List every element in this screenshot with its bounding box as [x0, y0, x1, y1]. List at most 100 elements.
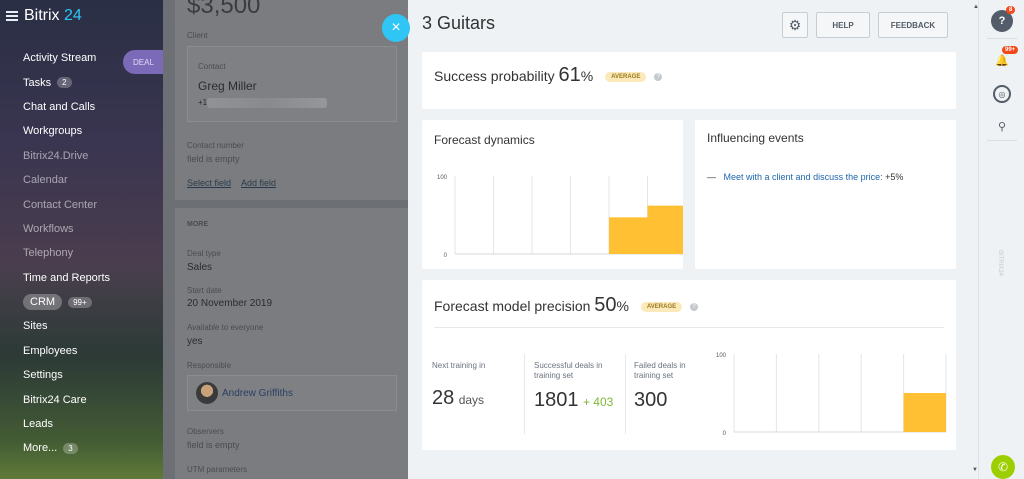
failed-deals-label-1: Failed deals in: [634, 361, 686, 370]
success-label: Success probability: [434, 68, 555, 84]
sidebar-item-time-and-reports[interactable]: Time and Reports: [0, 266, 163, 290]
sidebar-item-contact-center[interactable]: Contact Center: [0, 192, 163, 216]
sidebar-item-employees[interactable]: Employees: [0, 339, 163, 363]
sidebar-item-label: Sites: [23, 320, 48, 333]
select-field-link[interactable]: Select field: [187, 178, 232, 188]
brand-word: Bitrix: [24, 7, 60, 24]
sidebar-item-chat-and-calls[interactable]: Chat and Calls: [0, 95, 163, 119]
forecast-dynamics-title: Forecast dynamics: [434, 133, 535, 147]
contact-box[interactable]: [187, 46, 397, 122]
next-training-stat: Next training in 28 days: [432, 361, 485, 410]
event-impact: +5%: [885, 172, 904, 182]
help-badge: 8: [1006, 6, 1016, 14]
contact-number-label: Contact number: [187, 141, 244, 150]
rail-divider: [987, 140, 1017, 141]
sidebar-item-telephony[interactable]: Telephony: [0, 241, 163, 265]
precision-value: 50%: [594, 294, 629, 316]
scroll-down-icon[interactable]: ▼: [972, 467, 978, 473]
rail-divider: [987, 38, 1017, 39]
contact-name[interactable]: Greg Miller: [198, 79, 257, 93]
sidebar-item-bitrix24-care[interactable]: Bitrix24 Care: [0, 387, 163, 411]
chart-bar: [903, 393, 946, 432]
model-precision-row: Forecast model precision 50% AVERAGE ?: [434, 294, 699, 317]
sidebar-item-workflows[interactable]: Workflows: [0, 217, 163, 241]
available-value: yes: [187, 336, 203, 347]
sidebar-item-workgroups[interactable]: Workgroups: [0, 119, 163, 143]
help-icon[interactable]: ?: [654, 73, 663, 82]
failed-deals-label-2: training set: [634, 371, 674, 380]
failed-deals-value: 300: [634, 389, 668, 411]
deal-type-label: Deal type: [187, 249, 221, 258]
success-probability-row: Success probability 61% AVERAGE ?: [434, 64, 663, 87]
add-field-link[interactable]: Add field: [241, 178, 277, 188]
sidebar-item-activity-stream[interactable]: Activity Stream: [0, 46, 163, 70]
feedback-button[interactable]: FEEDBACK: [878, 12, 948, 38]
deal-tab[interactable]: DEAL: [123, 50, 163, 74]
bell-icon[interactable]: 🔔: [995, 54, 1009, 67]
event-link[interactable]: Meet with a client and discuss the price…: [723, 172, 883, 182]
menu-icon[interactable]: [6, 11, 18, 21]
sidebar-item-tasks[interactable]: Tasks 2: [0, 70, 163, 94]
sidebar-item-more[interactable]: More... 3: [0, 436, 163, 460]
help-button[interactable]: HELP: [816, 12, 870, 38]
forecast-dynamics-box: Forecast dynamics 100 0: [422, 120, 683, 269]
search-icon[interactable]: ⚲: [997, 120, 1007, 133]
successful-deals-value: 1801: [534, 389, 579, 411]
notifications-badge: 99+: [1002, 46, 1019, 54]
influencing-events-title: Influencing events: [707, 131, 804, 145]
settings-button[interactable]: ⚙: [782, 12, 808, 38]
sidebar-item-settings[interactable]: Settings: [0, 363, 163, 387]
sidebar-item-label: Contact Center: [23, 198, 97, 211]
responsible-name[interactable]: Andrew Griffiths: [222, 388, 293, 399]
sidebar-menu: Activity Stream Tasks 2 Chat and Calls Workg…: [0, 46, 163, 461]
panel-title: 3 Guitars: [422, 13, 496, 33]
deal-amount: $3,500: [187, 0, 261, 19]
help-icon[interactable]: ?: [690, 303, 699, 312]
precision-chart: 100 0: [716, 353, 947, 437]
sidebar-item-bitrix24-drive[interactable]: Bitrix24.Drive: [0, 144, 163, 168]
sidebar-item-crm[interactable]: CRM 99+: [0, 290, 163, 314]
sidebar-item-label: Telephony: [23, 247, 74, 260]
left-sidebar: Bitrix 24 Activity Stream Tasks 2 Chat and …: [0, 0, 163, 479]
next-training-unit: days: [458, 393, 485, 407]
success-unit: %: [580, 68, 594, 84]
success-probability-box: Success probability 61% AVERAGE ?: [422, 52, 956, 109]
sidebar-item-leads[interactable]: Leads: [0, 412, 163, 436]
close-icon[interactable]: ×: [382, 14, 410, 42]
scroll-up-icon[interactable]: ▲: [973, 4, 979, 10]
brand-logo[interactable]: Bitrix 24: [24, 7, 82, 25]
sidebar-item-label: Chat and Calls: [23, 100, 96, 113]
precision-tag: AVERAGE: [640, 302, 683, 313]
contact-phone-prefix: +1: [198, 98, 208, 107]
precision-divider: [434, 327, 944, 328]
sidebar-item-calendar[interactable]: Calendar: [0, 168, 163, 192]
sidebar-item-badge: 2: [57, 77, 72, 89]
sidebar-item-label: Employees: [23, 344, 78, 357]
event-dash: —: [707, 172, 716, 182]
deal-card-overlay: $3,500 Client Contact Greg Miller +1 Con…: [163, 0, 408, 479]
responsible-box[interactable]: [187, 375, 397, 411]
sidebar-item-label: Workflows: [23, 222, 74, 235]
success-number: 61: [558, 64, 581, 86]
phone-icon[interactable]: ✆: [991, 455, 1015, 479]
precision-label: Forecast model precision: [434, 298, 591, 314]
sidebar-item-label: Workgroups: [23, 125, 83, 138]
sidebar-item-label: Leads: [23, 418, 53, 431]
successful-deals-label-2: training set: [534, 371, 574, 380]
chat-search-icon[interactable]: ◎: [993, 85, 1011, 103]
chart-bar: [647, 205, 683, 254]
sidebar-item-sites[interactable]: Sites: [0, 314, 163, 338]
successful-deals-stat: Successful deals in training set 1801 + …: [534, 361, 613, 412]
sidebar-item-label: CRM: [23, 294, 63, 311]
success-value: 61%: [559, 64, 594, 86]
model-precision-box: Forecast model precision 50% AVERAGE ? N…: [422, 280, 956, 450]
section-divider: [175, 200, 408, 208]
contact-label: Contact: [198, 62, 226, 71]
sidebar-header: Bitrix 24: [6, 7, 82, 25]
sidebar-item-label: Bitrix24 Care: [23, 393, 87, 406]
stat-separator: [524, 354, 525, 434]
influencing-event-item: — Meet with a client and discuss the pri…: [707, 172, 903, 182]
successful-deals-label-1: Successful deals in: [534, 361, 603, 370]
sidebar-item-label: Activity Stream: [23, 52, 97, 65]
help-circle-icon[interactable]: ?: [991, 10, 1013, 32]
